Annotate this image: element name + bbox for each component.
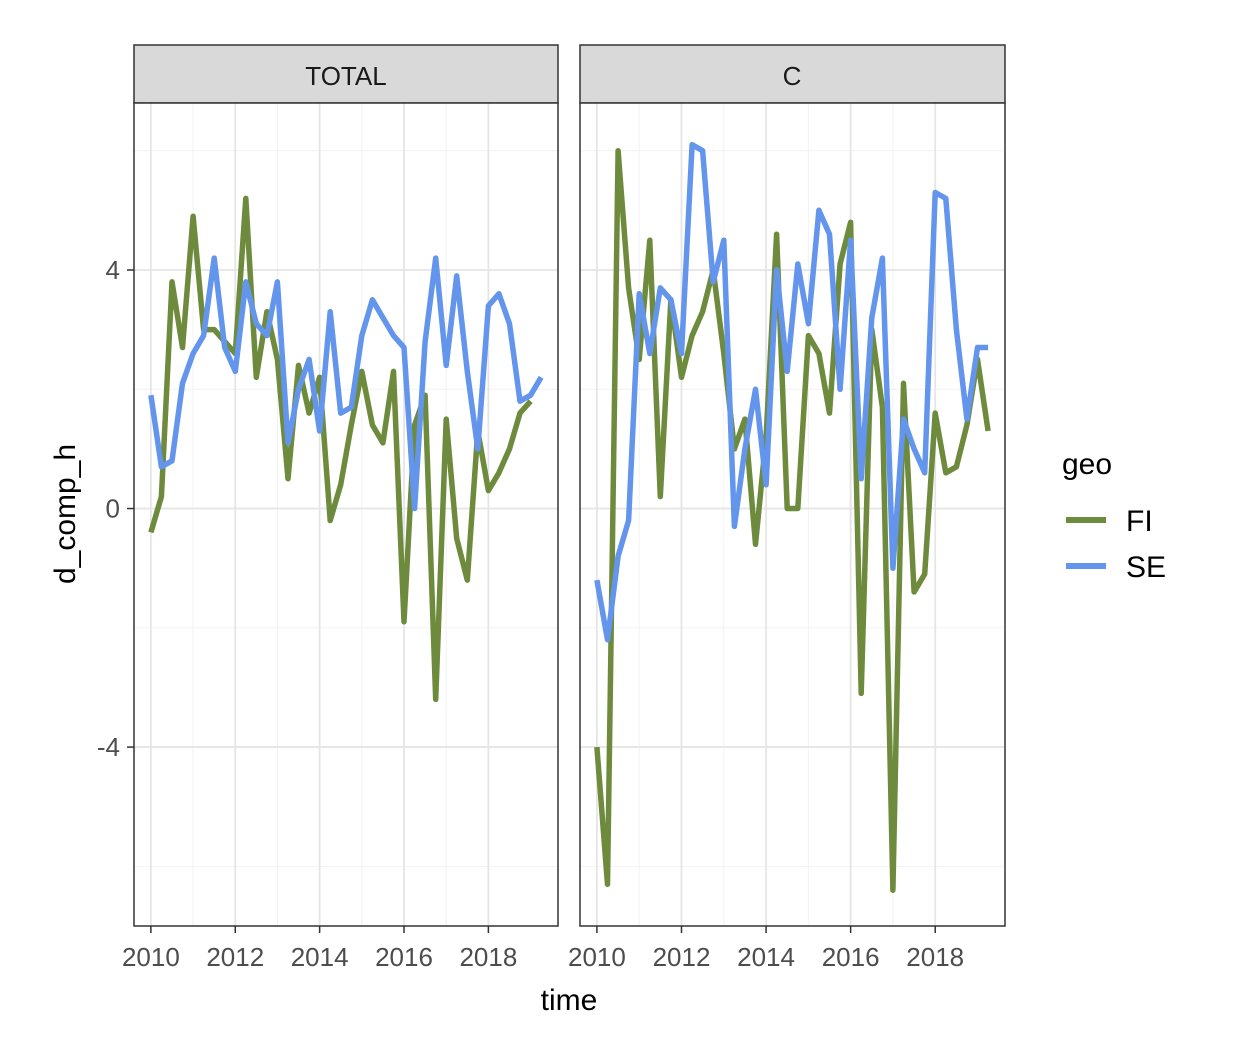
- x-tick-label: 2010: [122, 942, 180, 972]
- y-tick-label: 0: [106, 494, 120, 524]
- y-axis: -4 0 4: [97, 255, 134, 762]
- series-lines: [594, 141, 991, 893]
- x-axis-ticks: 2010 2012 2014 2016 2018: [568, 926, 964, 972]
- facet-panel-c: C 2010 2012 2014 2016 2018: [568, 44, 1006, 972]
- x-tick-label: 2018: [459, 942, 517, 972]
- x-tick-label: 2016: [822, 942, 880, 972]
- series-lines: [148, 195, 544, 703]
- x-axis-title: time: [541, 984, 598, 1017]
- gridlines: [134, 103, 558, 926]
- x-tick-label: 2016: [375, 942, 433, 972]
- plot-area: [134, 103, 558, 926]
- y-tick-label: 4: [106, 255, 120, 285]
- series-line-se: [594, 141, 989, 643]
- panel-border: [133, 102, 559, 927]
- x-tick-label: 2018: [906, 942, 964, 972]
- series-line-fi: [594, 147, 991, 893]
- y-axis-title: d_comp_h: [49, 444, 82, 584]
- panel-border: [579, 102, 1006, 927]
- legend-title: geo: [1062, 448, 1112, 481]
- series-line-se: [148, 255, 544, 512]
- facet-panel-total: TOTAL 2010 2012 2014 2016 2018: [122, 44, 559, 972]
- x-tick-label: 2012: [206, 942, 264, 972]
- facet-strip-label: C: [783, 61, 802, 91]
- x-tick-label: 2014: [291, 942, 349, 972]
- x-tick-label: 2014: [737, 942, 795, 972]
- legend-label-se: SE: [1126, 551, 1166, 584]
- legend: geo FI SE: [1062, 448, 1166, 584]
- series-line-fi: [148, 195, 533, 703]
- x-axis-ticks: 2010 2012 2014 2016 2018: [122, 926, 517, 972]
- legend-items: FI SE: [1066, 505, 1166, 584]
- facet-strip-label: TOTAL: [305, 61, 386, 91]
- legend-label-fi: FI: [1126, 505, 1153, 538]
- y-tick-label: -4: [97, 732, 120, 762]
- plot-area: [580, 103, 1005, 926]
- x-tick-label: 2010: [568, 942, 626, 972]
- x-tick-label: 2012: [653, 942, 711, 972]
- facet-strip: [133, 44, 559, 104]
- facet-strip: [579, 44, 1006, 104]
